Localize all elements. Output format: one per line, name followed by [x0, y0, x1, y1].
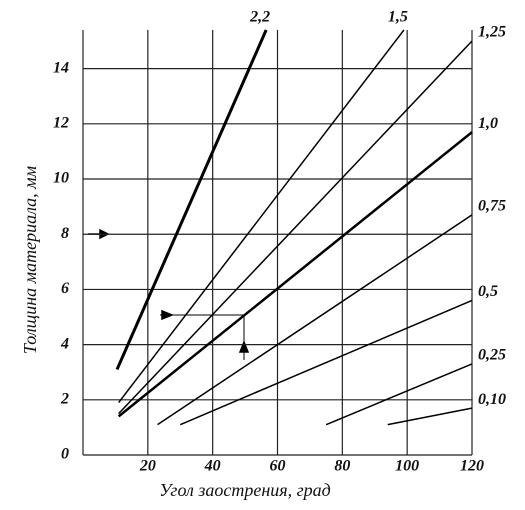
- line-label: 0,25: [478, 347, 506, 364]
- y-tick-label: 4: [60, 335, 69, 352]
- y-tick-label: 6: [61, 280, 69, 297]
- x-tick-label: 80: [334, 458, 350, 475]
- line-label: 0,5: [478, 283, 498, 300]
- x-tick-label: 60: [270, 458, 286, 475]
- y-tick-label: 12: [53, 115, 69, 132]
- line: [179, 299, 473, 426]
- line: [117, 131, 473, 418]
- x-tick-label: 40: [204, 458, 221, 475]
- y-tick-label: 14: [53, 59, 69, 76]
- line: [118, 40, 473, 415]
- y-axis-label: Толщина материала, мм: [20, 165, 40, 354]
- y-tick-label: 10: [53, 170, 69, 187]
- line: [115, 29, 268, 371]
- line: [157, 214, 473, 426]
- x-axis-label: Угол заострения, град: [159, 480, 331, 500]
- x-tick-label: 20: [139, 458, 156, 475]
- y-tick-label: 8: [61, 225, 69, 242]
- line-label: 0,10: [478, 391, 506, 408]
- annotation-arrows: [88, 228, 250, 360]
- line: [387, 407, 473, 426]
- line: [118, 29, 405, 404]
- line-label: 1,0: [478, 115, 498, 132]
- line-label: 0,75: [478, 198, 506, 215]
- line-label: 1,5: [388, 9, 408, 26]
- y-tick-label: 2: [60, 390, 69, 407]
- x-tick-label: 100: [395, 458, 419, 475]
- x-tick-label: 120: [460, 458, 484, 475]
- line-label: 2,2: [249, 9, 270, 26]
- line-label: 1,25: [478, 24, 506, 41]
- y-tick-label: 0: [61, 446, 69, 463]
- line: [325, 363, 473, 426]
